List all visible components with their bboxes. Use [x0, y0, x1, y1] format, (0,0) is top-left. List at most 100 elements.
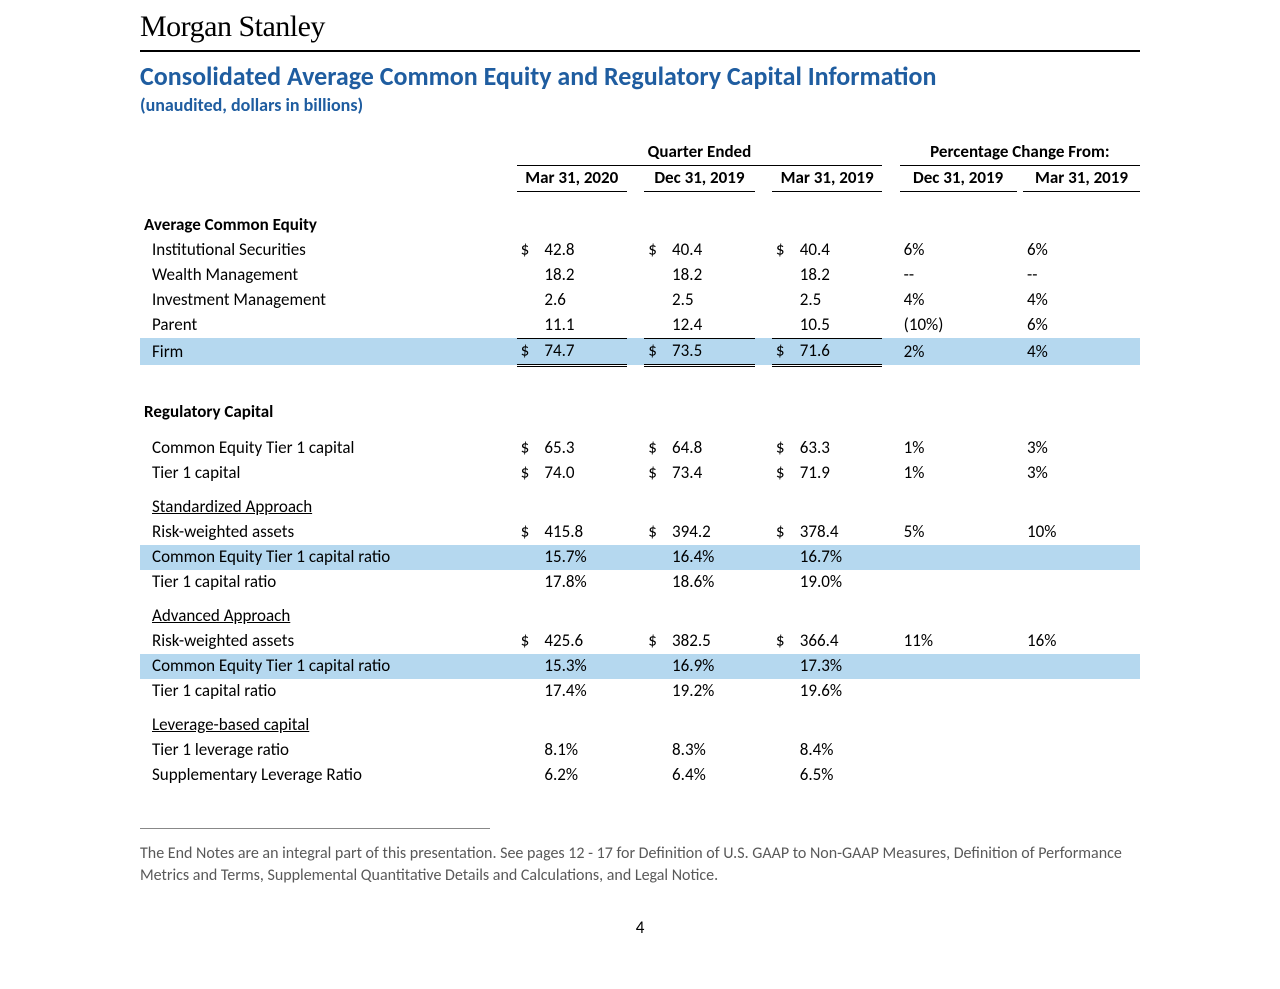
cell-pct: 16% — [1023, 629, 1140, 654]
cell-pct: 6% — [900, 238, 1017, 263]
currency-symbol: $ — [644, 436, 668, 461]
row-label: Institutional Securities — [140, 238, 517, 263]
cell-value: 16.9% — [668, 654, 755, 679]
cell-value: 73.5 — [668, 338, 755, 365]
row-label: Common Equity Tier 1 capital ratio — [140, 545, 517, 570]
cell-value: 73.4 — [668, 461, 755, 486]
row-label: Wealth Management — [140, 263, 517, 288]
cell-value: 63.3 — [796, 436, 883, 461]
cell-pct: -- — [1023, 263, 1140, 288]
cell-value: 8.3% — [668, 738, 755, 763]
page-number: 4 — [140, 917, 1140, 938]
cell-value: 2.6 — [540, 288, 627, 313]
row-label: Risk-weighted assets — [140, 520, 517, 545]
divider-top — [140, 50, 1140, 52]
currency-symbol: $ — [772, 338, 796, 365]
table-row: Wealth Management 18.2 18.2 18.2 -- -- — [140, 263, 1140, 288]
currency-symbol: $ — [644, 338, 668, 365]
currency-symbol: $ — [644, 238, 668, 263]
col-header: Mar 31, 2020 — [517, 165, 627, 191]
row-label: Common Equity Tier 1 capital — [140, 436, 517, 461]
cell-value: 366.4 — [796, 629, 883, 654]
cell-value: 2.5 — [668, 288, 755, 313]
cell-value: 18.2 — [668, 263, 755, 288]
row-label: Firm — [140, 338, 517, 365]
cell-value: 16.4% — [668, 545, 755, 570]
cell-value: 18.6% — [668, 570, 755, 595]
cell-value: 16.7% — [796, 545, 883, 570]
table-row: Tier 1 capital ratio 17.8% 18.6% 19.0% — [140, 570, 1140, 595]
cell-value: 71.6 — [796, 338, 883, 365]
group-header-quarter: Quarter Ended — [517, 140, 883, 165]
subsection-adv: Advanced Approach — [140, 595, 1140, 629]
row-label: Risk-weighted assets — [140, 629, 517, 654]
table-row: Institutional Securities $42.8 $40.4 $40… — [140, 238, 1140, 263]
currency-symbol: $ — [517, 629, 541, 654]
cell-value: 394.2 — [668, 520, 755, 545]
currency-symbol: $ — [772, 629, 796, 654]
cell-value: 19.2% — [668, 679, 755, 704]
currency-symbol: $ — [517, 520, 541, 545]
cell-value: 65.3 — [540, 436, 627, 461]
cell-pct: 4% — [1023, 288, 1140, 313]
col-header: Mar 31, 2019 — [1023, 165, 1140, 191]
cell-value: 17.8% — [540, 570, 627, 595]
footnote-divider — [140, 828, 490, 829]
col-header: Dec 31, 2019 — [900, 165, 1017, 191]
cell-value: 6.4% — [668, 763, 755, 788]
cell-value: 6.5% — [796, 763, 883, 788]
table-row: Tier 1 capital ratio 17.4% 19.2% 19.6% — [140, 679, 1140, 704]
subsection-std: Standardized Approach — [140, 486, 1140, 520]
currency-symbol: $ — [644, 520, 668, 545]
cell-value: 19.6% — [796, 679, 883, 704]
cell-value: 15.7% — [540, 545, 627, 570]
group-header-pct: Percentage Change From: — [900, 140, 1140, 165]
cell-value: 378.4 — [796, 520, 883, 545]
cell-pct: -- — [900, 263, 1017, 288]
cell-value: 2.5 — [796, 288, 883, 313]
row-label: Tier 1 capital ratio — [140, 679, 517, 704]
currency-symbol: $ — [644, 629, 668, 654]
cell-value: 17.3% — [796, 654, 883, 679]
row-label: Tier 1 capital ratio — [140, 570, 517, 595]
cell-pct: 11% — [900, 629, 1017, 654]
cell-value: 17.4% — [540, 679, 627, 704]
cell-pct: 4% — [1023, 338, 1140, 365]
cell-pct: 3% — [1023, 436, 1140, 461]
table-row: Parent 11.1 12.4 10.5 (10%) 6% — [140, 313, 1140, 338]
cell-value: 18.2 — [796, 263, 883, 288]
row-label: Tier 1 leverage ratio — [140, 738, 517, 763]
table-group-header-row: Quarter Ended Percentage Change From: — [140, 140, 1140, 165]
col-header: Mar 31, 2019 — [772, 165, 882, 191]
subsection-title: Standardized Approach — [140, 486, 517, 520]
currency-symbol: $ — [517, 436, 541, 461]
row-label: Common Equity Tier 1 capital ratio — [140, 654, 517, 679]
cell-value: 18.2 — [540, 263, 627, 288]
page-title: Consolidated Average Common Equity and R… — [140, 60, 1140, 92]
section-header-reg: Regulatory Capital — [140, 391, 1140, 425]
row-label: Parent — [140, 313, 517, 338]
table-row: Common Equity Tier 1 capital $65.3 $64.8… — [140, 436, 1140, 461]
page-subtitle: (unaudited, dollars in billions) — [140, 94, 1140, 116]
subsection-title: Advanced Approach — [140, 595, 517, 629]
cell-value: 8.1% — [540, 738, 627, 763]
cell-value: 8.4% — [796, 738, 883, 763]
currency-symbol: $ — [772, 461, 796, 486]
table-column-header-row: Mar 31, 2020 Dec 31, 2019 Mar 31, 2019 D… — [140, 165, 1140, 191]
section-header-ace: Average Common Equity — [140, 204, 1140, 238]
cell-value: 74.7 — [540, 338, 627, 365]
row-label: Investment Management — [140, 288, 517, 313]
table-row: Investment Management 2.6 2.5 2.5 4% 4% — [140, 288, 1140, 313]
table-row: Common Equity Tier 1 capital ratio 15.3%… — [140, 654, 1140, 679]
cell-value: 64.8 — [668, 436, 755, 461]
row-label: Supplementary Leverage Ratio — [140, 763, 517, 788]
cell-pct: (10%) — [900, 313, 1017, 338]
subsection-lev: Leverage-based capital — [140, 704, 1140, 738]
section-title: Regulatory Capital — [140, 391, 1140, 425]
col-header: Dec 31, 2019 — [644, 165, 754, 191]
cell-value: 415.8 — [540, 520, 627, 545]
table-row: Supplementary Leverage Ratio 6.2% 6.4% 6… — [140, 763, 1140, 788]
company-logo: Morgan Stanley — [140, 10, 1140, 44]
cell-value: 74.0 — [540, 461, 627, 486]
table-row: Risk-weighted assets $415.8 $394.2 $378.… — [140, 520, 1140, 545]
